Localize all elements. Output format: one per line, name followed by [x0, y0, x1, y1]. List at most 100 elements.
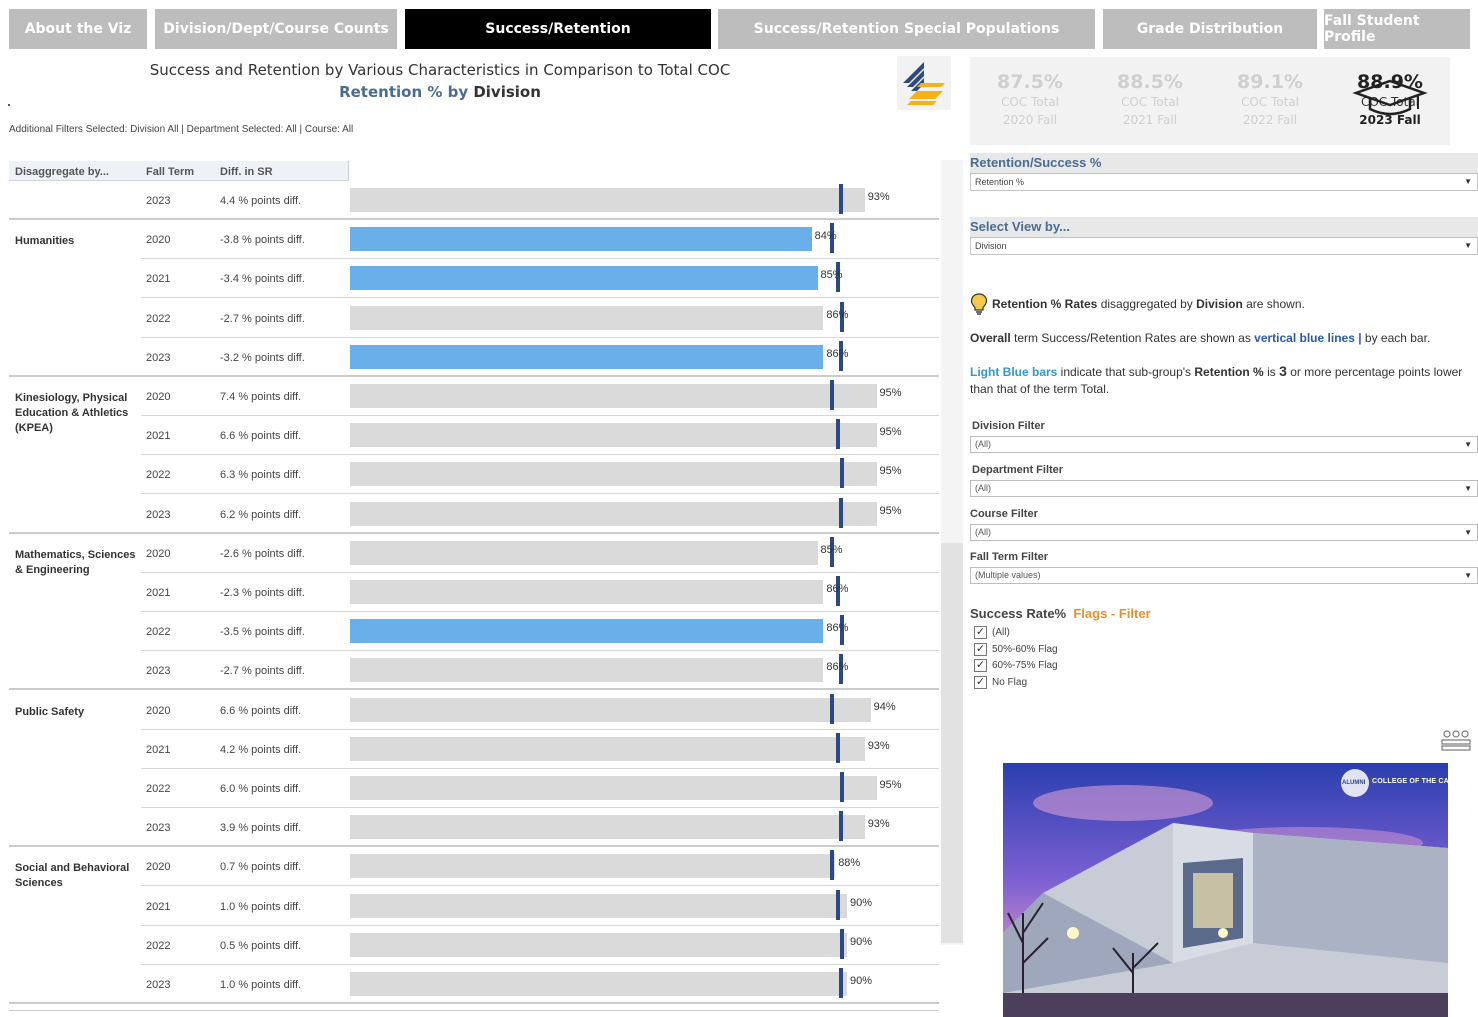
- table-row[interactable]: 2021 4.2 % points diff. 93%: [9, 730, 939, 769]
- retention-bar[interactable]: [350, 854, 835, 878]
- department-filter-dropdown[interactable]: (All) ▼: [970, 480, 1478, 497]
- term-total-reference-line: [830, 380, 834, 410]
- table-row[interactable]: 2023 6.2 % points diff. 95%: [9, 495, 939, 534]
- retention-bar[interactable]: [350, 972, 847, 996]
- tab-grade-distribution[interactable]: Grade Distribution: [1103, 9, 1317, 49]
- dashboard-title: Success and Retention by Various Charact…: [110, 61, 770, 79]
- kpi-term: 2022 Fall: [1210, 111, 1330, 129]
- fall-term-filter-value: (Multiple values): [975, 570, 1041, 580]
- retention-bar[interactable]: [350, 502, 877, 526]
- table-row[interactable]: 2022 6.0 % points diff. 95%: [9, 769, 939, 808]
- term-total-reference-line: [840, 458, 844, 488]
- scrollbar-thumb[interactable]: [941, 543, 963, 943]
- retention-bar[interactable]: [350, 933, 847, 957]
- retention-bar[interactable]: [350, 737, 865, 761]
- table-row[interactable]: 2021 6.6 % points diff. 95%: [9, 416, 939, 455]
- flagged-retention-bar[interactable]: [350, 619, 823, 643]
- flag-option-no-flag[interactable]: ✓ No Flag: [974, 676, 1027, 689]
- table-row[interactable]: 2022 -3.5 % points diff. 86%: [9, 612, 939, 651]
- subtitle-by: by: [442, 83, 473, 101]
- table-row[interactable]: 2023 3.9 % points diff. 93%: [9, 808, 939, 847]
- retention-bar[interactable]: [350, 580, 823, 604]
- checkbox-checked-icon[interactable]: ✓: [974, 676, 987, 689]
- retention-bar[interactable]: [350, 188, 865, 212]
- term-total-reference-line: [830, 694, 834, 724]
- table-row[interactable]: 2022 -2.7 % points diff. 86%: [9, 299, 939, 338]
- metric-dropdown[interactable]: Retention % ▼: [970, 173, 1478, 191]
- fall-term: 2023: [146, 822, 170, 834]
- info-rates-shown: Retention % Rates disaggregated by Divis…: [970, 293, 1470, 315]
- table-row[interactable]: 2023 -3.2 % points diff. 86%: [9, 338, 939, 377]
- chevron-down-icon[interactable]: ▼: [1464, 437, 1472, 452]
- retention-bar[interactable]: [350, 815, 865, 839]
- kpi-value: 89.1%: [1210, 71, 1330, 93]
- metric-parameter-label: Retention/Success %: [970, 155, 1102, 170]
- table-row[interactable]: Social and Behavioral Sciences 2020 0.7 % …: [9, 847, 939, 886]
- table-row[interactable]: Kinesiology, Physical Education & Athlet…: [9, 377, 939, 416]
- flagged-retention-bar[interactable]: [350, 345, 823, 369]
- retention-value-label: 86%: [826, 348, 848, 360]
- retention-value-label: 86%: [826, 583, 848, 595]
- tab-division-dept-course-counts[interactable]: Division/Dept/Course Counts: [155, 9, 397, 49]
- retention-value-label: 95%: [880, 779, 902, 791]
- table-row[interactable]: 2022 6.3 % points diff. 95%: [9, 455, 939, 494]
- retention-bar[interactable]: [350, 894, 847, 918]
- diff-in-sr: 6.0 % points diff.: [220, 783, 301, 795]
- header-diff-in-sr[interactable]: Diff. in SR: [220, 166, 273, 178]
- info-dimension: Division: [1196, 297, 1243, 311]
- tab-success-retention[interactable]: Success/Retention: [405, 9, 711, 49]
- fall-term: 2023: [146, 509, 170, 521]
- people-group-icon[interactable]: [1441, 729, 1471, 753]
- fall-term-filter-dropdown[interactable]: (Multiple values) ▼: [970, 567, 1478, 584]
- checkbox-checked-icon[interactable]: ✓: [974, 626, 987, 639]
- subtitle-dimension: Division: [473, 83, 541, 101]
- flagged-retention-bar[interactable]: [350, 266, 818, 290]
- chevron-down-icon[interactable]: ▼: [1464, 174, 1472, 190]
- retention-bar[interactable]: [350, 306, 823, 330]
- division-filter-dropdown[interactable]: (All) ▼: [970, 436, 1478, 453]
- tab-fall-student-profile[interactable]: Fall Student Profile: [1324, 9, 1470, 49]
- table-row[interactable]: 2023 4.4 % points diff. 93%: [9, 181, 939, 220]
- retention-bar[interactable]: [350, 384, 877, 408]
- diff-in-sr: -3.5 % points diff.: [220, 626, 305, 638]
- retention-bar[interactable]: [350, 423, 877, 447]
- header-disaggregate[interactable]: Disaggregate by...: [15, 166, 109, 178]
- diff-in-sr: -3.4 % points diff.: [220, 273, 305, 285]
- table-row[interactable]: 2022 0.5 % points diff. 90%: [9, 926, 939, 965]
- diff-in-sr: -2.6 % points diff.: [220, 548, 305, 560]
- campus-photo: [1003, 763, 1448, 1017]
- flag-option-50-60[interactable]: ✓ 50%-60% Flag: [974, 643, 1058, 656]
- chevron-down-icon[interactable]: ▼: [1464, 481, 1472, 496]
- table-row[interactable]: 2023 1.0 % points diff. 90%: [9, 965, 939, 1004]
- fall-term: 2021: [146, 901, 170, 913]
- table-row[interactable]: Mathematics, Sciences & Engineering 2020 -…: [9, 534, 939, 573]
- retention-bar[interactable]: [350, 776, 877, 800]
- table-row[interactable]: 2021 -3.4 % points diff. 85%: [9, 259, 939, 298]
- flag-option-all[interactable]: ✓ (All): [974, 626, 1010, 639]
- info-blue-lines: vertical blue lines |: [1254, 331, 1361, 345]
- tab-success-retention-special-populations[interactable]: Success/Retention Special Populations: [718, 9, 1095, 49]
- metric-dropdown-value: Retention %: [975, 177, 1024, 187]
- table-row[interactable]: Humanities 2020 -3.8 % points diff. 84%: [9, 220, 939, 259]
- retention-bar[interactable]: [350, 462, 877, 486]
- table-row[interactable]: 2023 -2.7 % points diff. 86%: [9, 651, 939, 690]
- checkbox-checked-icon[interactable]: ✓: [974, 659, 987, 672]
- chevron-down-icon[interactable]: ▼: [1464, 568, 1472, 583]
- table-row[interactable]: 2021 -2.3 % points diff. 86%: [9, 573, 939, 612]
- table-row[interactable]: Public Safety 2020 6.6 % points diff. 94%: [9, 691, 939, 730]
- flagged-retention-bar[interactable]: [350, 227, 812, 251]
- checkbox-checked-icon[interactable]: ✓: [974, 643, 987, 656]
- chevron-down-icon[interactable]: ▼: [1464, 238, 1472, 254]
- tab-about-the-viz[interactable]: About the Viz: [9, 9, 147, 49]
- retention-bar[interactable]: [350, 541, 818, 565]
- course-filter-dropdown[interactable]: (All) ▼: [970, 524, 1478, 541]
- chevron-down-icon[interactable]: ▼: [1464, 525, 1472, 540]
- retention-bar[interactable]: [350, 658, 823, 682]
- fall-term: 2020: [146, 705, 170, 717]
- retention-bar[interactable]: [350, 698, 871, 722]
- flag-option-60-75[interactable]: ✓ 60%-75% Flag: [974, 659, 1058, 672]
- view-dropdown[interactable]: Division ▼: [970, 237, 1478, 255]
- table-row[interactable]: 2021 1.0 % points diff. 90%: [9, 887, 939, 926]
- fall-term: 2023: [146, 195, 170, 207]
- header-fall-term[interactable]: Fall Term: [146, 166, 194, 178]
